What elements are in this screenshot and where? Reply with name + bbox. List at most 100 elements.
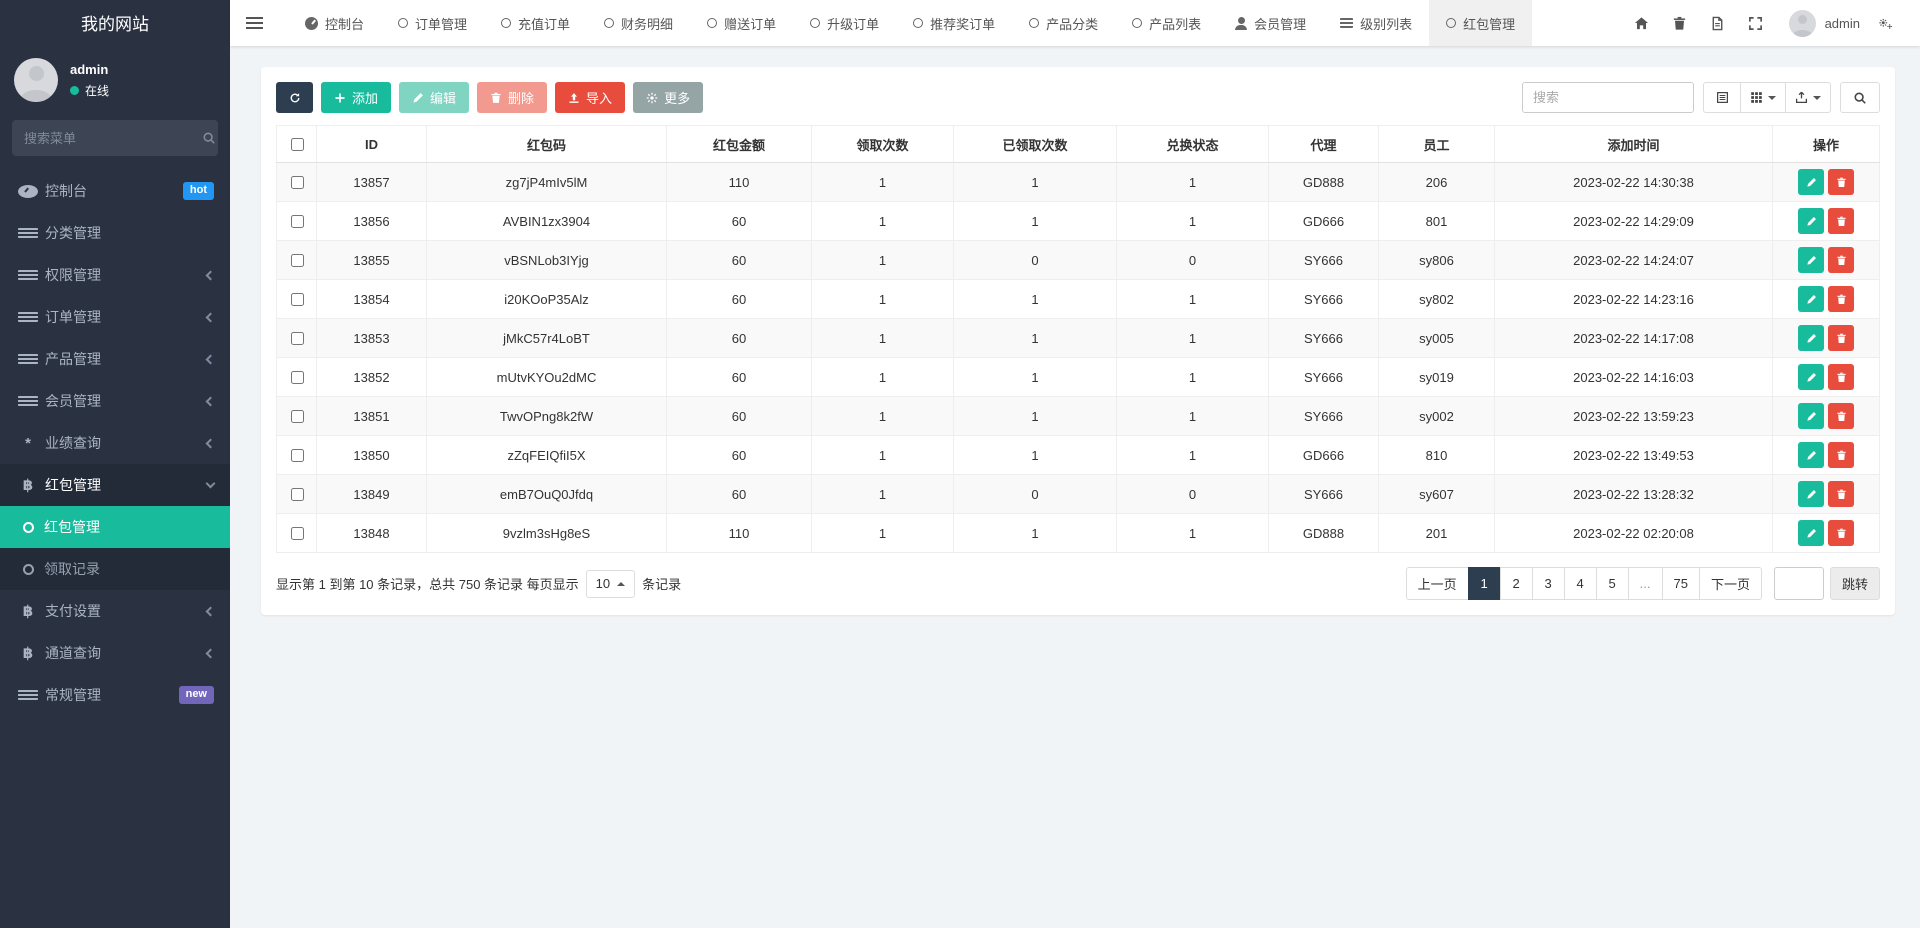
nav-tab[interactable]: 推荐奖订单 — [896, 0, 1012, 46]
sidebar-item-row[interactable]: 常规管理 new — [0, 674, 230, 716]
sidebar-item-row[interactable]: 会员管理 — [0, 380, 230, 422]
row-edit-button[interactable] — [1798, 325, 1824, 351]
row-edit-button[interactable] — [1798, 208, 1824, 234]
page-jump-input[interactable] — [1773, 567, 1824, 600]
column-header[interactable]: 添加时间 — [1494, 125, 1773, 163]
fullscreen-icon[interactable] — [1737, 0, 1775, 46]
row-delete-button[interactable] — [1828, 169, 1854, 195]
import-button[interactable]: 导入 — [555, 82, 626, 113]
page-number[interactable]: 4 — [1563, 567, 1597, 600]
column-header[interactable]: 已领取次数 — [953, 125, 1117, 163]
sidebar-subitem[interactable]: 领取记录 — [0, 548, 230, 590]
sidebar-toggle-button[interactable] — [230, 0, 278, 46]
row-delete-button[interactable] — [1828, 520, 1854, 546]
sidebar-item-row[interactable]: * 业绩查询 — [0, 422, 230, 464]
page-jump-button[interactable]: 跳转 — [1829, 567, 1880, 600]
row-checkbox[interactable] — [290, 175, 304, 189]
row-delete-button[interactable] — [1828, 403, 1854, 429]
nav-tab[interactable]: 充值订单 — [484, 0, 587, 46]
clear-cache-icon[interactable] — [1699, 0, 1737, 46]
trash-icon[interactable] — [1661, 0, 1699, 46]
caret-down-icon — [1768, 95, 1776, 100]
row-delete-button[interactable] — [1828, 442, 1854, 468]
sidebar-item-row[interactable]: ฿ 支付设置 — [0, 590, 230, 632]
row-checkbox[interactable] — [290, 253, 304, 267]
page-number[interactable]: 75 — [1661, 567, 1700, 600]
avatar[interactable] — [14, 58, 58, 102]
select-all-checkbox[interactable] — [290, 137, 304, 151]
row-checkbox[interactable] — [290, 526, 304, 540]
column-header[interactable]: 兑换状态 — [1116, 125, 1269, 163]
column-header[interactable]: 代理 — [1268, 125, 1379, 163]
home-icon[interactable] — [1623, 0, 1661, 46]
row-checkbox[interactable] — [290, 409, 304, 423]
sidebar-item-row[interactable]: 权限管理 — [0, 254, 230, 296]
gears-icon[interactable] — [1866, 0, 1904, 46]
row-edit-button[interactable] — [1798, 442, 1824, 468]
sidebar-item-row[interactable]: 产品管理 — [0, 338, 230, 380]
nav-tab[interactable]: 订单管理 — [381, 0, 484, 46]
nav-tab[interactable]: 控制台 — [288, 0, 381, 46]
nav-tab[interactable]: 赠送订单 — [690, 0, 793, 46]
row-checkbox[interactable] — [290, 214, 304, 228]
topbar-avatar[interactable] — [1788, 9, 1816, 37]
row-edit-button[interactable] — [1798, 286, 1824, 312]
column-header[interactable]: 红包金额 — [666, 125, 812, 163]
detail-view-button[interactable] — [1703, 82, 1741, 113]
column-header[interactable]: 红包码 — [426, 125, 667, 163]
refresh-button[interactable] — [276, 82, 313, 113]
row-delete-button[interactable] — [1828, 364, 1854, 390]
page-number[interactable]: 5 — [1595, 567, 1629, 600]
column-header[interactable]: ID — [316, 125, 427, 163]
nav-tab[interactable]: 产品分类 — [1012, 0, 1115, 46]
row-checkbox[interactable] — [290, 292, 304, 306]
row-edit-button[interactable] — [1798, 520, 1824, 546]
row-delete-button[interactable] — [1828, 286, 1854, 312]
row-checkbox[interactable] — [290, 487, 304, 501]
nav-tab[interactable]: 升级订单 — [793, 0, 896, 46]
sidebar-item-row[interactable]: 分类管理 — [0, 212, 230, 254]
row-edit-button[interactable] — [1798, 247, 1824, 273]
row-checkbox[interactable] — [290, 331, 304, 345]
page-number[interactable]: 3 — [1531, 567, 1565, 600]
sidebar-item-row[interactable]: 订单管理 — [0, 296, 230, 338]
row-delete-button[interactable] — [1828, 325, 1854, 351]
page-next[interactable]: 下一页 — [1698, 567, 1762, 600]
table-search-input[interactable] — [1522, 82, 1694, 113]
column-header[interactable]: 操作 — [1772, 125, 1880, 163]
sidebar-item-row[interactable]: ฿ 通道查询 — [0, 632, 230, 674]
export-button[interactable] — [1786, 82, 1831, 113]
row-delete-button[interactable] — [1828, 247, 1854, 273]
columns-button[interactable] — [1741, 82, 1786, 113]
page-number[interactable]: 1 — [1467, 567, 1501, 600]
row-edit-button[interactable] — [1798, 169, 1824, 195]
search-button[interactable] — [1840, 82, 1880, 113]
more-button[interactable]: 更多 — [633, 82, 704, 113]
sidebar-item-row[interactable]: 控制台 hot — [0, 170, 230, 212]
row-checkbox[interactable] — [290, 370, 304, 384]
page-prev[interactable]: 上一页 — [1405, 567, 1469, 600]
column-header[interactable]: 领取次数 — [811, 125, 954, 163]
sidebar-item-row[interactable]: ฿ 红包管理 — [0, 464, 230, 506]
nav-tab[interactable]: 会员管理 — [1218, 0, 1323, 46]
table-cell: 206 — [1378, 162, 1495, 202]
topbar-username[interactable]: admin — [1824, 15, 1860, 31]
column-header[interactable]: 员工 — [1378, 125, 1495, 163]
page-size-dropdown[interactable]: 10 — [585, 569, 636, 598]
row-edit-button[interactable] — [1798, 403, 1824, 429]
delete-button[interactable]: 删除 — [477, 82, 548, 113]
row-checkbox[interactable] — [290, 448, 304, 462]
add-button[interactable]: 添加 — [321, 82, 392, 113]
nav-tab[interactable]: 级别列表 — [1323, 0, 1429, 46]
nav-tab[interactable]: 产品列表 — [1115, 0, 1218, 46]
nav-tab[interactable]: 财务明细 — [587, 0, 690, 46]
sidebar-subitem[interactable]: 红包管理 — [0, 506, 230, 548]
row-delete-button[interactable] — [1828, 208, 1854, 234]
row-edit-button[interactable] — [1798, 364, 1824, 390]
row-delete-button[interactable] — [1828, 481, 1854, 507]
nav-tab[interactable]: 红包管理 — [1429, 0, 1533, 46]
menu-search-input[interactable] — [22, 129, 202, 147]
row-edit-button[interactable] — [1798, 481, 1824, 507]
edit-button[interactable]: 编辑 — [399, 82, 470, 113]
page-number[interactable]: 2 — [1499, 567, 1533, 600]
